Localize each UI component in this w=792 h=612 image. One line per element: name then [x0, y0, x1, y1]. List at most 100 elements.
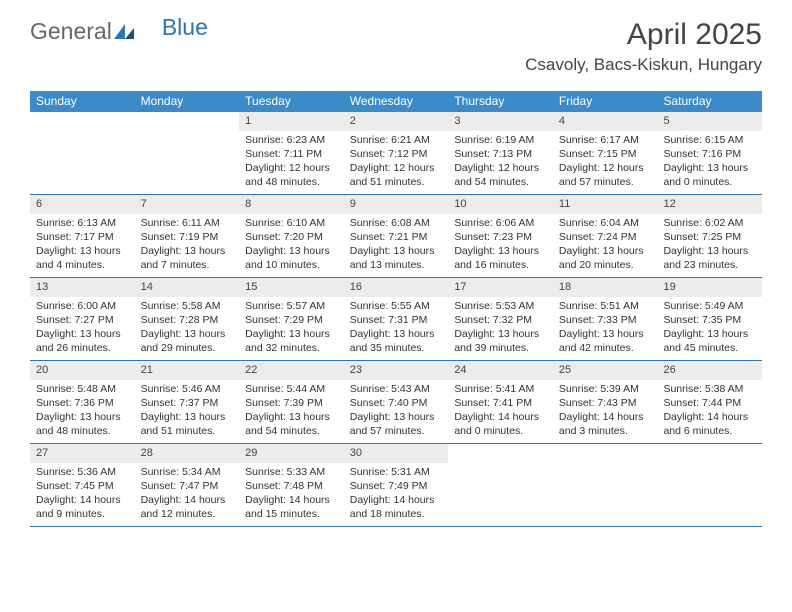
calendar-cell: 20Sunrise: 5:48 AMSunset: 7:36 PMDayligh… [30, 361, 135, 443]
day-number: 20 [30, 361, 135, 380]
daylight-text: Daylight: 13 hours and 7 minutes. [141, 244, 234, 272]
sunset-text: Sunset: 7:33 PM [559, 313, 652, 327]
sunset-text: Sunset: 7:27 PM [36, 313, 129, 327]
cell-body: Sunrise: 5:31 AMSunset: 7:49 PMDaylight:… [344, 463, 449, 526]
daylight-text: Daylight: 14 hours and 6 minutes. [663, 410, 756, 438]
calendar-cell: 19Sunrise: 5:49 AMSunset: 7:35 PMDayligh… [657, 278, 762, 360]
day-number: 26 [657, 361, 762, 380]
daylight-text: Daylight: 14 hours and 3 minutes. [559, 410, 652, 438]
cell-body: Sunrise: 5:46 AMSunset: 7:37 PMDaylight:… [135, 380, 240, 443]
location-text: Csavoly, Bacs-Kiskun, Hungary [525, 55, 762, 75]
daylight-text: Daylight: 13 hours and 45 minutes. [663, 327, 756, 355]
calendar-week-row: 27Sunrise: 5:36 AMSunset: 7:45 PMDayligh… [30, 444, 762, 527]
sunrise-text: Sunrise: 6:00 AM [36, 299, 129, 313]
cell-body: Sunrise: 6:00 AMSunset: 7:27 PMDaylight:… [30, 297, 135, 360]
sunrise-text: Sunrise: 5:34 AM [141, 465, 234, 479]
cell-body: Sunrise: 6:23 AMSunset: 7:11 PMDaylight:… [239, 131, 344, 194]
day-number: 8 [239, 195, 344, 214]
cell-body: Sunrise: 6:08 AMSunset: 7:21 PMDaylight:… [344, 214, 449, 277]
cell-body: Sunrise: 6:13 AMSunset: 7:17 PMDaylight:… [30, 214, 135, 277]
sunrise-text: Sunrise: 5:49 AM [663, 299, 756, 313]
cell-body: Sunrise: 6:21 AMSunset: 7:12 PMDaylight:… [344, 131, 449, 194]
sunset-text: Sunset: 7:35 PM [663, 313, 756, 327]
cell-body: Sunrise: 6:19 AMSunset: 7:13 PMDaylight:… [448, 131, 553, 194]
sunrise-text: Sunrise: 6:02 AM [663, 216, 756, 230]
calendar-cell: 29Sunrise: 5:33 AMSunset: 7:48 PMDayligh… [239, 444, 344, 526]
day-number: 4 [553, 112, 658, 131]
logo-mark-icon [114, 18, 136, 45]
day-number: 24 [448, 361, 553, 380]
sunrise-text: Sunrise: 5:31 AM [350, 465, 443, 479]
calendar-cell: 5Sunrise: 6:15 AMSunset: 7:16 PMDaylight… [657, 112, 762, 194]
calendar-cell: 13Sunrise: 6:00 AMSunset: 7:27 PMDayligh… [30, 278, 135, 360]
sunset-text: Sunset: 7:39 PM [245, 396, 338, 410]
cell-body: Sunrise: 5:55 AMSunset: 7:31 PMDaylight:… [344, 297, 449, 360]
cell-body: Sunrise: 6:11 AMSunset: 7:19 PMDaylight:… [135, 214, 240, 277]
sunrise-text: Sunrise: 5:58 AM [141, 299, 234, 313]
day-header-cell: Sunday [30, 91, 135, 112]
sunrise-text: Sunrise: 5:55 AM [350, 299, 443, 313]
day-number: 27 [30, 444, 135, 463]
daylight-text: Daylight: 13 hours and 16 minutes. [454, 244, 547, 272]
sunrise-text: Sunrise: 6:13 AM [36, 216, 129, 230]
daylight-text: Daylight: 14 hours and 18 minutes. [350, 493, 443, 521]
sunrise-text: Sunrise: 5:46 AM [141, 382, 234, 396]
sunrise-text: Sunrise: 5:38 AM [663, 382, 756, 396]
daylight-text: Daylight: 14 hours and 9 minutes. [36, 493, 129, 521]
cell-body: Sunrise: 6:10 AMSunset: 7:20 PMDaylight:… [239, 214, 344, 277]
calendar: SundayMondayTuesdayWednesdayThursdayFrid… [30, 91, 762, 527]
sunset-text: Sunset: 7:13 PM [454, 147, 547, 161]
daylight-text: Daylight: 12 hours and 54 minutes. [454, 161, 547, 189]
daylight-text: Daylight: 14 hours and 0 minutes. [454, 410, 547, 438]
day-number: 13 [30, 278, 135, 297]
day-header-cell: Monday [135, 91, 240, 112]
sunrise-text: Sunrise: 6:04 AM [559, 216, 652, 230]
sunrise-text: Sunrise: 5:51 AM [559, 299, 652, 313]
calendar-cell: 26Sunrise: 5:38 AMSunset: 7:44 PMDayligh… [657, 361, 762, 443]
sunset-text: Sunset: 7:11 PM [245, 147, 338, 161]
daylight-text: Daylight: 13 hours and 32 minutes. [245, 327, 338, 355]
day-number: 29 [239, 444, 344, 463]
sunset-text: Sunset: 7:23 PM [454, 230, 547, 244]
daylight-text: Daylight: 12 hours and 51 minutes. [350, 161, 443, 189]
day-header-cell: Saturday [657, 91, 762, 112]
sunset-text: Sunset: 7:28 PM [141, 313, 234, 327]
cell-body: Sunrise: 5:38 AMSunset: 7:44 PMDaylight:… [657, 380, 762, 443]
calendar-week-row: 20Sunrise: 5:48 AMSunset: 7:36 PMDayligh… [30, 361, 762, 444]
sunset-text: Sunset: 7:49 PM [350, 479, 443, 493]
daylight-text: Daylight: 13 hours and 35 minutes. [350, 327, 443, 355]
daylight-text: Daylight: 12 hours and 57 minutes. [559, 161, 652, 189]
title-block: April 2025 Csavoly, Bacs-Kiskun, Hungary [525, 18, 762, 75]
calendar-cell: 21Sunrise: 5:46 AMSunset: 7:37 PMDayligh… [135, 361, 240, 443]
sunset-text: Sunset: 7:25 PM [663, 230, 756, 244]
sunset-text: Sunset: 7:12 PM [350, 147, 443, 161]
day-number: 6 [30, 195, 135, 214]
sunset-text: Sunset: 7:45 PM [36, 479, 129, 493]
sunrise-text: Sunrise: 6:17 AM [559, 133, 652, 147]
day-number: 7 [135, 195, 240, 214]
day-number: 28 [135, 444, 240, 463]
calendar-cell: 24Sunrise: 5:41 AMSunset: 7:41 PMDayligh… [448, 361, 553, 443]
sunrise-text: Sunrise: 5:39 AM [559, 382, 652, 396]
calendar-cell: 6Sunrise: 6:13 AMSunset: 7:17 PMDaylight… [30, 195, 135, 277]
calendar-cell: 23Sunrise: 5:43 AMSunset: 7:40 PMDayligh… [344, 361, 449, 443]
cell-body: Sunrise: 6:15 AMSunset: 7:16 PMDaylight:… [657, 131, 762, 194]
sunset-text: Sunset: 7:29 PM [245, 313, 338, 327]
logo-text-blue: Blue [162, 14, 208, 41]
sunset-text: Sunset: 7:19 PM [141, 230, 234, 244]
day-number: 3 [448, 112, 553, 131]
calendar-cell [30, 112, 135, 194]
cell-body: Sunrise: 5:53 AMSunset: 7:32 PMDaylight:… [448, 297, 553, 360]
day-number: 18 [553, 278, 658, 297]
daylight-text: Daylight: 14 hours and 15 minutes. [245, 493, 338, 521]
day-number: 14 [135, 278, 240, 297]
sunset-text: Sunset: 7:41 PM [454, 396, 547, 410]
day-header-cell: Friday [553, 91, 658, 112]
sunrise-text: Sunrise: 6:06 AM [454, 216, 547, 230]
day-number: 11 [553, 195, 658, 214]
calendar-cell [448, 444, 553, 526]
day-number: 15 [239, 278, 344, 297]
cell-body: Sunrise: 5:36 AMSunset: 7:45 PMDaylight:… [30, 463, 135, 526]
daylight-text: Daylight: 13 hours and 57 minutes. [350, 410, 443, 438]
calendar-cell: 11Sunrise: 6:04 AMSunset: 7:24 PMDayligh… [553, 195, 658, 277]
